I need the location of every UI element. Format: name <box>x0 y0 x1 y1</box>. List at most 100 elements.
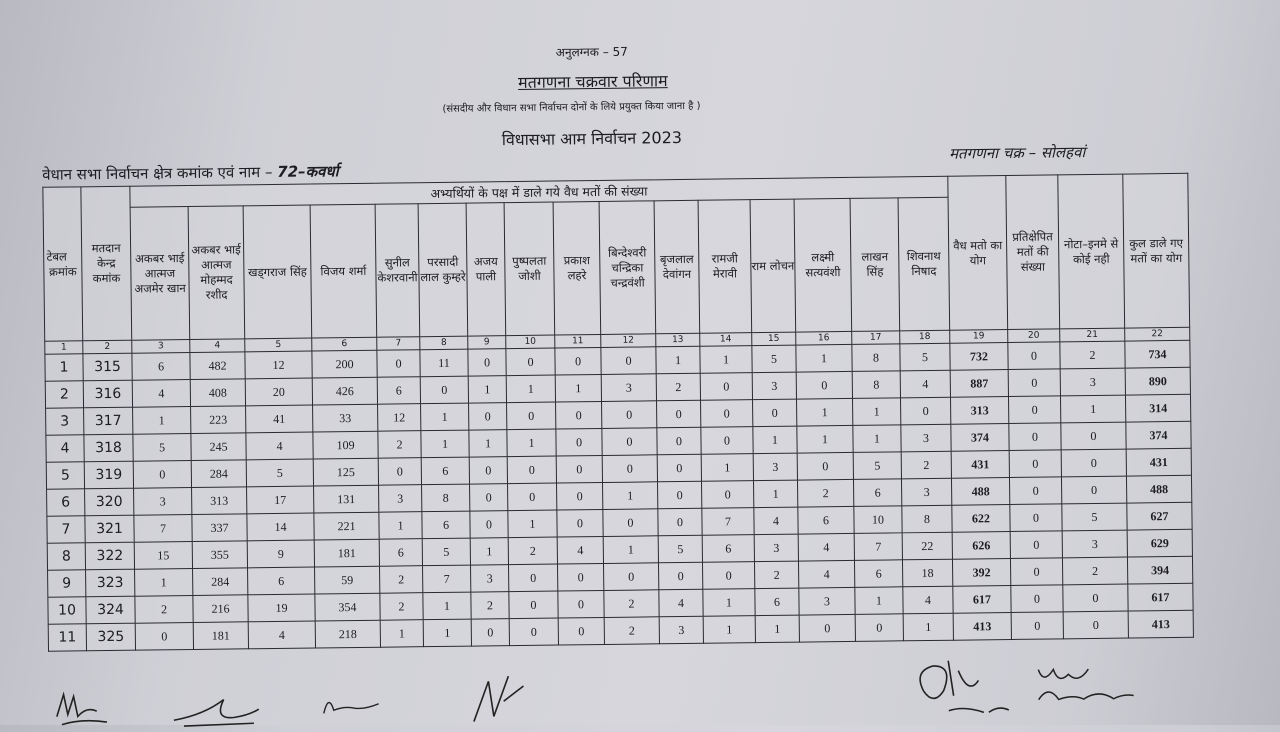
column-header: टेबल क्रमांक <box>42 186 83 342</box>
table-cell: 0 <box>506 402 556 430</box>
table-cell: 1 <box>701 453 754 482</box>
table-cell: 431 <box>951 450 1010 479</box>
column-header: प्रतिक्षेपित मतों की संख्या <box>1005 174 1060 330</box>
table-cell: 2 <box>754 561 799 589</box>
table-cell: 1 <box>468 375 507 404</box>
table-cell: 0 <box>1007 341 1061 370</box>
table-cell: 33 <box>312 404 378 433</box>
signature-1 <box>56 691 108 726</box>
table-cell: 0 <box>1008 368 1061 397</box>
table-cell: 319 <box>84 461 134 489</box>
table-cell: 0 <box>855 613 904 642</box>
table-cell: 6 <box>853 478 902 507</box>
table-cell: 1 <box>699 345 753 374</box>
table-cell: 109 <box>312 431 379 460</box>
election-name: विधासभा आम निर्वाचन 2023 <box>501 127 683 150</box>
table-cell: 4 <box>245 432 314 460</box>
table-cell: 7 <box>854 532 903 561</box>
table-cell: 320 <box>84 488 134 516</box>
table-cell: 3 <box>753 453 798 481</box>
table-cell: 1 <box>702 588 756 617</box>
table-cell: 0 <box>602 508 659 537</box>
signature-4 <box>473 675 524 722</box>
constituency-line: वेधान सभा निर्वाचन क्षेत्र कमांक एवं नाम… <box>42 161 339 185</box>
table-cell: 887 <box>950 369 1009 398</box>
table-cell: 0 <box>657 454 702 482</box>
table-cell: 5 <box>1061 503 1128 531</box>
table-cell: 1 <box>132 406 191 435</box>
table-cell: 0 <box>556 482 603 511</box>
table-cell: 734 <box>1124 340 1191 369</box>
table-cell: 0 <box>555 428 603 457</box>
table-cell: 6 <box>379 538 423 567</box>
table-cell: 2 <box>603 589 660 618</box>
table-cell: 14 <box>246 513 315 541</box>
annex-number: अनुलग्नक – 57 <box>555 44 628 60</box>
table-cell: 1 <box>1060 395 1126 423</box>
table-cell: 627 <box>1126 502 1193 531</box>
table-cell: 1 <box>44 353 84 382</box>
table-cell: 19 <box>247 593 316 622</box>
table-cell: 7 <box>133 514 193 543</box>
table-cell: 5 <box>658 535 703 563</box>
table-cell: 218 <box>315 620 381 648</box>
table-cell: 1 <box>852 424 902 453</box>
table-cell: 5 <box>132 433 192 462</box>
table-cell: 0 <box>557 590 605 619</box>
table-cell: 322 <box>85 542 135 570</box>
table-cell: 1 <box>852 397 901 426</box>
table-cell: 4 <box>798 560 855 589</box>
signature-2 <box>173 698 260 727</box>
candidate-header: अकबर भाई आत्मज मोहम्मद रशीद <box>188 205 245 340</box>
table-cell: 221 <box>313 512 380 541</box>
table-cell: 482 <box>189 351 246 380</box>
table-cell: 3 <box>659 616 704 644</box>
table-cell: 324 <box>85 596 136 624</box>
table-cell: 0 <box>702 561 755 590</box>
table-cell: 431 <box>1126 448 1192 477</box>
table-cell: 0 <box>600 346 657 375</box>
table-cell: 0 <box>657 481 702 509</box>
column-number: 5 <box>244 338 312 352</box>
table-cell: 2 <box>508 537 558 565</box>
table-cell: 317 <box>83 407 133 435</box>
table-cell: 1 <box>795 344 853 373</box>
table-cell: 0 <box>1010 530 1063 559</box>
column-header: वैध मतो का योग <box>947 175 1008 331</box>
table-cell: 488 <box>1126 475 1192 504</box>
table-cell: 0 <box>601 427 658 456</box>
table-cell: 0 <box>603 562 659 591</box>
table-cell: 6 <box>421 511 471 539</box>
table-cell: 12 <box>377 403 421 432</box>
table-cell: 1 <box>420 403 469 431</box>
table-cell: 4 <box>798 533 855 562</box>
table-cell: 5 <box>899 343 951 371</box>
table-cell: 2 <box>604 616 660 645</box>
table-cell: 1 <box>420 430 470 458</box>
table-cell: 8 <box>421 484 470 512</box>
table-cell: 0 <box>420 376 469 404</box>
candidate-header: सुनील केशरवानी <box>375 203 420 338</box>
table-cell: 0 <box>1008 422 1062 451</box>
constituency-name: 72–कवर्धा <box>277 162 339 181</box>
table-cell: 3 <box>900 424 952 452</box>
column-header: कुल डाले गए मतों का योग <box>1122 173 1190 329</box>
table-cell: 323 <box>85 569 135 597</box>
table-cell: 413 <box>953 612 1012 641</box>
table-cell: 890 <box>1125 367 1191 396</box>
table-cell: 7 <box>422 565 471 593</box>
candidate-header: बिन्देश्वरी चन्द्रिका चन्द्रवंशी <box>599 200 656 335</box>
candidate-header: पुष्पलता जोशी <box>504 202 555 336</box>
table-cell: 1 <box>903 613 954 641</box>
table-cell: 316 <box>83 380 133 408</box>
table-cell: 8 <box>901 505 953 533</box>
table-cell: 3 <box>470 564 509 593</box>
table-cell: 1 <box>134 568 193 597</box>
table-cell: 0 <box>656 427 702 455</box>
table-cell: 2 <box>656 373 701 401</box>
table-cell: 0 <box>507 483 557 511</box>
candidate-header: खड्गराज सिंह <box>243 205 312 339</box>
table-cell: 1 <box>422 592 472 620</box>
table-cell: 0 <box>509 618 559 646</box>
table-cell: 622 <box>951 504 1011 533</box>
